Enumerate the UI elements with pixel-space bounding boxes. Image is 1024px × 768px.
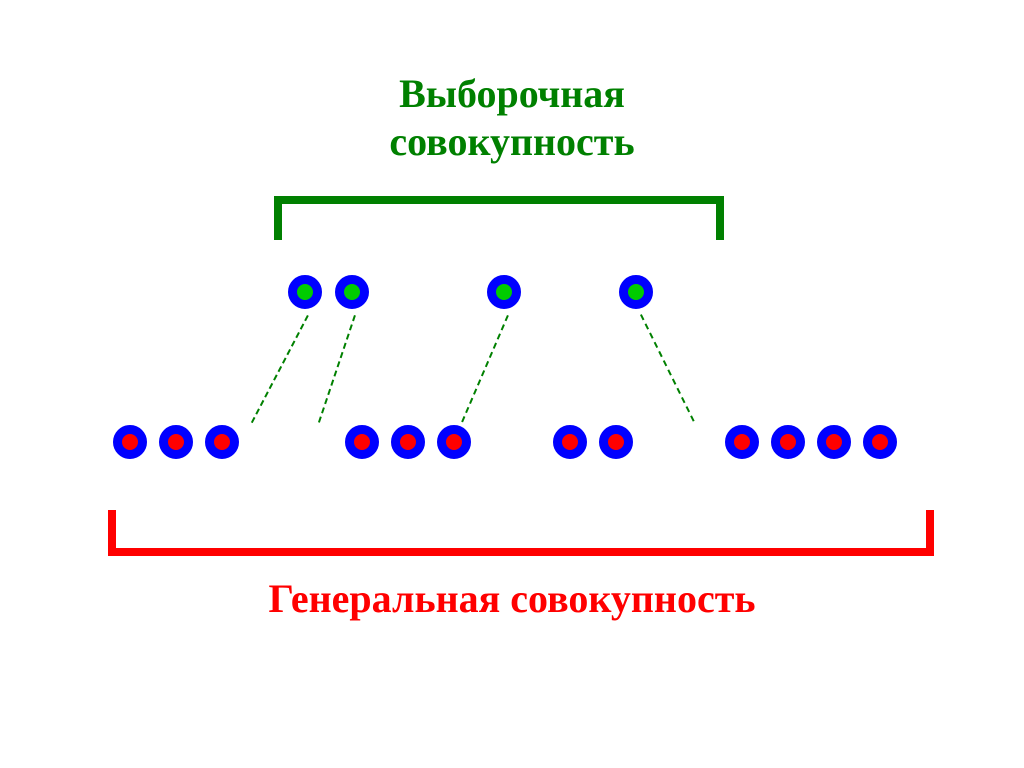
connector-dash bbox=[461, 315, 509, 423]
connector-dash bbox=[640, 314, 695, 422]
population-bracket bbox=[108, 510, 934, 556]
dot bbox=[771, 425, 805, 459]
dot bbox=[725, 425, 759, 459]
dot bbox=[599, 425, 633, 459]
dot bbox=[619, 275, 653, 309]
dot bbox=[817, 425, 851, 459]
diagram-stage: Выборочная совокупность Генеральная сово… bbox=[0, 0, 1024, 768]
dot bbox=[335, 275, 369, 309]
connector-dash bbox=[318, 315, 356, 423]
sample-title-line2: совокупность bbox=[0, 118, 1024, 165]
dot bbox=[391, 425, 425, 459]
dot bbox=[113, 425, 147, 459]
dot bbox=[863, 425, 897, 459]
dot bbox=[345, 425, 379, 459]
dot bbox=[487, 275, 521, 309]
sample-title-line1: Выборочная bbox=[0, 70, 1024, 117]
dot bbox=[159, 425, 193, 459]
connector-dash bbox=[251, 315, 309, 423]
population-title: Генеральная совокупность bbox=[0, 575, 1024, 622]
sample-bracket bbox=[274, 196, 724, 240]
dot bbox=[553, 425, 587, 459]
dot bbox=[437, 425, 471, 459]
dot bbox=[288, 275, 322, 309]
dot bbox=[205, 425, 239, 459]
